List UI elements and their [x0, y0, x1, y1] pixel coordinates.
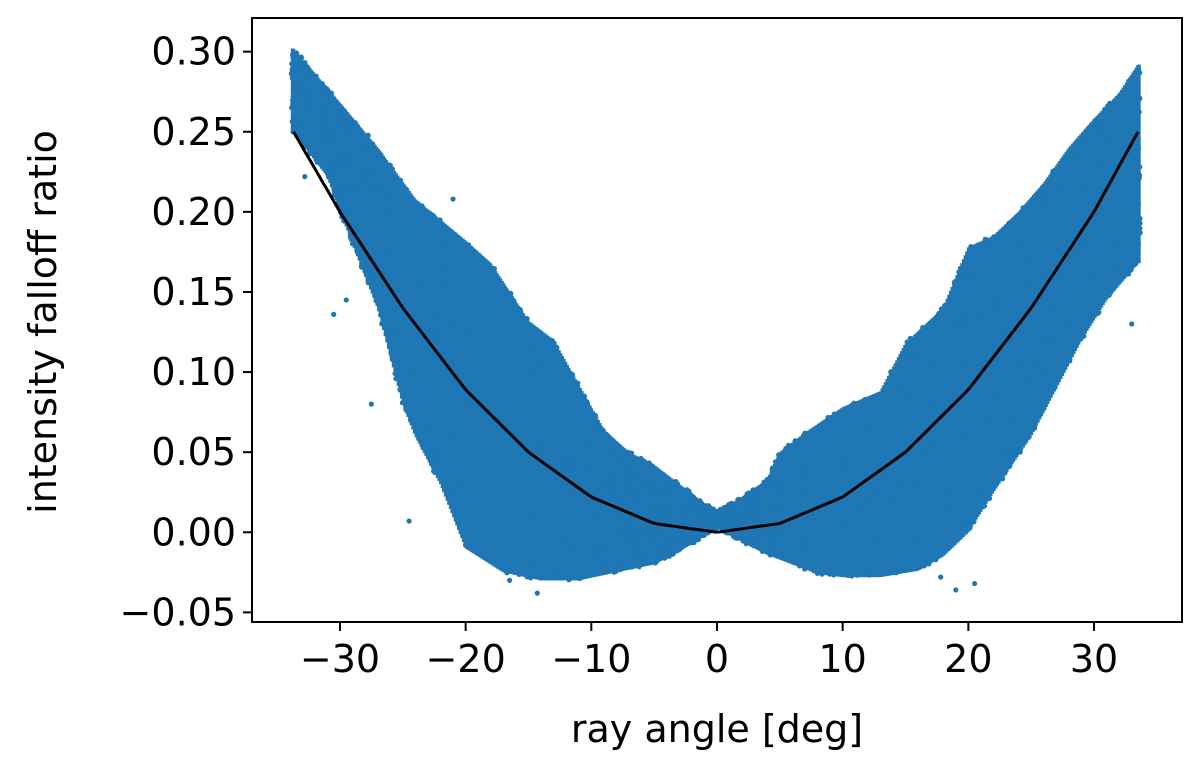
scatter-column [308, 67, 312, 154]
scatter-column [318, 79, 322, 167]
scatter-column [300, 58, 304, 144]
scatter-column [347, 113, 351, 236]
scatter-column [313, 73, 317, 161]
scatter-column [294, 50, 297, 135]
scatter-column [298, 56, 302, 141]
plot-area [288, 48, 1143, 596]
scatter-column [307, 66, 310, 152]
scatter-column [331, 94, 335, 192]
scatter-column [338, 102, 341, 209]
scatter-column [325, 87, 328, 176]
scatter-column [339, 104, 343, 214]
scatter-column [333, 96, 336, 196]
scatter-column [334, 98, 338, 201]
scatter-column [346, 111, 350, 231]
scatter-column [320, 81, 323, 169]
scatter-layer [288, 48, 1143, 596]
scatter-column [315, 75, 319, 163]
scatter-column [326, 88, 330, 179]
scatter-column [344, 110, 348, 227]
scatter-column [321, 83, 325, 172]
scatter-column [297, 54, 301, 139]
scatter-column [303, 62, 307, 148]
scatter-column [310, 69, 314, 156]
